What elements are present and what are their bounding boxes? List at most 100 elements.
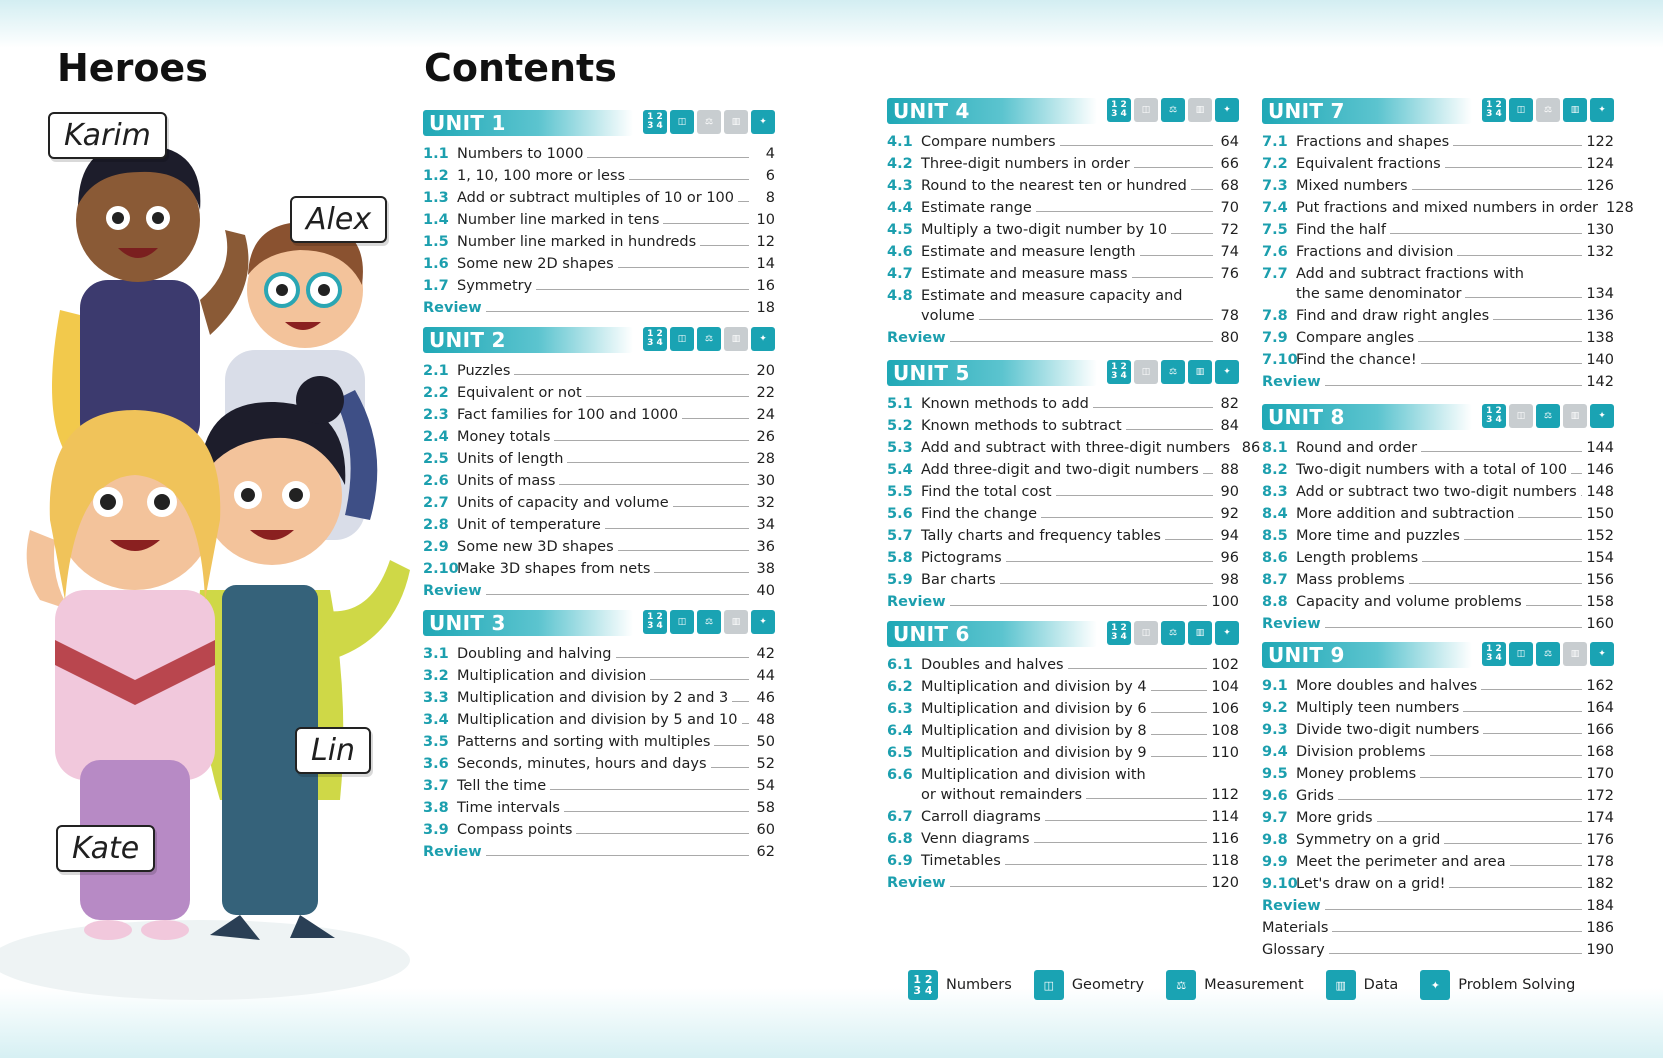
lesson-row[interactable]: 3.3 Multiplication and division by 2 and … [423,684,775,706]
lesson-row[interactable]: 1.5 Number line marked in hundreds 12 [423,228,775,250]
lesson-row[interactable]: 4.6 Estimate and measure length 74 [887,238,1239,260]
lesson-row[interactable]: 3.1 Doubling and halving 42 [423,640,775,662]
lesson-row[interactable]: 7.2 Equivalent fractions 124 [1262,150,1614,172]
lesson-row-continued[interactable]: the same denominator 134 [1262,282,1614,302]
lesson-row[interactable]: 9.8 Symmetry on a grid 176 [1262,826,1614,848]
lesson-row[interactable]: 9.5 Money problems 170 [1262,760,1614,782]
lesson-row[interactable]: 6.8 Venn diagrams 116 [887,825,1239,847]
lesson-row[interactable]: 7.10 Find the chance! 140 [1262,346,1614,368]
lesson-row[interactable]: 6.2 Multiplication and division by 4 104 [887,673,1239,695]
lesson-row[interactable]: 7.9 Compare angles 138 [1262,324,1614,346]
lesson-row[interactable]: 2.9 Some new 3D shapes 36 [423,533,775,555]
lesson-row[interactable]: 6.5 Multiplication and division by 9 110 [887,739,1239,761]
lesson-row[interactable]: 4.5 Multiply a two-digit number by 10 72 [887,216,1239,238]
review-row[interactable]: Review 160 [1262,610,1614,632]
lesson-row[interactable]: 6.4 Multiplication and division by 8 108 [887,717,1239,739]
review-row[interactable]: Review 142 [1262,368,1614,390]
lesson-row[interactable]: 5.4 Add three-digit and two-digit numbers… [887,456,1239,478]
lesson-row[interactable]: 8.5 More time and puzzles 152 [1262,522,1614,544]
lesson-row[interactable]: 8.6 Length problems 154 [1262,544,1614,566]
dot-leader [1525,605,1583,606]
lesson-row[interactable]: 7.5 Find the half 130 [1262,216,1614,238]
review-row[interactable]: Review 18 [423,294,775,316]
lesson-row[interactable]: 2.3 Fact families for 100 and 1000 24 [423,401,775,423]
lesson-row[interactable]: 9.4 Division problems 168 [1262,738,1614,760]
lesson-row[interactable]: 7.6 Fractions and division 132 [1262,238,1614,260]
lesson-title: Units of mass [457,473,556,489]
lesson-row[interactable]: 1.7 Symmetry 16 [423,272,775,294]
lesson-row[interactable]: 5.3 Add and subtract with three-digit num… [887,434,1260,456]
lesson-row[interactable]: 7.3 Mixed numbers 126 [1262,172,1614,194]
review-row[interactable]: Review 120 [887,869,1239,891]
lesson-row[interactable]: 6.1 Doubles and halves 102 [887,651,1239,673]
lesson-row[interactable]: 2.5 Units of length 28 [423,445,775,467]
lesson-row[interactable]: 1.2 1, 10, 100 more or less 6 [423,162,775,184]
lesson-row[interactable]: 4.8 Estimate and measure capacity and [887,282,1239,304]
lesson-row[interactable]: 8.8 Capacity and volume problems 158 [1262,588,1614,610]
lesson-row[interactable]: Materials 186 [1262,914,1614,936]
lesson-row[interactable]: 2.6 Units of mass 30 [423,467,775,489]
lesson-row[interactable]: 6.6 Multiplication and division with [887,761,1239,783]
lesson-number: 1.5 [423,234,449,250]
review-row[interactable]: Review 40 [423,577,775,599]
lesson-row[interactable]: 3.7 Tell the time 54 [423,772,775,794]
lesson-row[interactable]: 4.3 Round to the nearest ten or hundred 68 [887,172,1239,194]
lesson-row[interactable]: 7.7 Add and subtract fractions with [1262,260,1614,282]
lesson-row[interactable]: 3.4 Multiplication and division by 5 and … [423,706,775,728]
lesson-row[interactable]: 3.9 Compass points 60 [423,816,775,838]
review-row[interactable]: Review 62 [423,838,775,860]
lesson-row[interactable]: 1.4 Number line marked in tens 10 [423,206,775,228]
lesson-row[interactable]: 5.5 Find the total cost 90 [887,478,1239,500]
lesson-row-continued[interactable]: or without remainders 112 [887,783,1239,803]
lesson-row[interactable]: 8.7 Mass problems 156 [1262,566,1614,588]
lesson-row[interactable]: 9.2 Multiply teen numbers 164 [1262,694,1614,716]
lesson-row[interactable]: 6.9 Timetables 118 [887,847,1239,869]
lesson-row[interactable]: 5.7 Tally charts and frequency tables 94 [887,522,1239,544]
lesson-row[interactable]: 2.10 Make 3D shapes from nets 38 [423,555,775,577]
lesson-row[interactable]: 6.3 Multiplication and division by 6 106 [887,695,1239,717]
lesson-row[interactable]: 1.1 Numbers to 1000 4 [423,140,775,162]
lesson-row[interactable]: 9.6 Grids 172 [1262,782,1614,804]
lesson-row[interactable]: 4.2 Three-digit numbers in order 66 [887,150,1239,172]
lesson-row[interactable]: 5.9 Bar charts 98 [887,566,1239,588]
lesson-row[interactable]: 5.1 Known methods to add 82 [887,390,1239,412]
lesson-row[interactable]: 9.1 More doubles and halves 162 [1262,672,1614,694]
lesson-row[interactable]: 9.10 Let's draw on a grid! 182 [1262,870,1614,892]
lesson-row[interactable]: 2.7 Units of capacity and volume 32 [423,489,775,511]
lesson-row[interactable]: 8.4 More addition and subtraction 150 [1262,500,1614,522]
lesson-row[interactable]: 2.8 Unit of temperature 34 [423,511,775,533]
review-row[interactable]: Review 100 [887,588,1239,610]
lesson-row[interactable]: 3.5 Patterns and sorting with multiples 50 [423,728,775,750]
review-row[interactable]: Review 80 [887,324,1239,346]
lesson-row[interactable]: 3.6 Seconds, minutes, hours and days 52 [423,750,775,772]
lesson-row[interactable]: 2.1 Puzzles 20 [423,357,775,379]
lesson-row[interactable]: 9.7 More grids 174 [1262,804,1614,826]
lesson-row[interactable]: 8.1 Round and order 144 [1262,434,1614,456]
lesson-row[interactable]: 1.6 Some new 2D shapes 14 [423,250,775,272]
lesson-row[interactable]: 5.6 Find the change 92 [887,500,1239,522]
lesson-row[interactable]: 1.3 Add or subtract multiples of 10 or 10… [423,184,775,206]
lesson-row-continued[interactable]: volume 78 [887,304,1239,324]
review-row[interactable]: Review 184 [1262,892,1614,914]
lesson-number: 5.2 [887,418,913,434]
lesson-row[interactable]: 2.2 Equivalent or not 22 [423,379,775,401]
lesson-row[interactable]: 4.1 Compare numbers 64 [887,128,1239,150]
lesson-row[interactable]: 5.8 Pictograms 96 [887,544,1239,566]
lesson-row[interactable]: 4.7 Estimate and measure mass 76 [887,260,1239,282]
lesson-row[interactable]: 8.3 Add or subtract two two-digit numbers… [1262,478,1614,500]
lesson-row[interactable]: 7.1 Fractions and shapes 122 [1262,128,1614,150]
lesson-row[interactable]: 9.3 Divide two-digit numbers 166 [1262,716,1614,738]
lesson-row[interactable]: 4.4 Estimate range 70 [887,194,1239,216]
lesson-row[interactable]: 6.7 Carroll diagrams 114 [887,803,1239,825]
lesson-row[interactable]: 8.2 Two-digit numbers with a total of 100… [1262,456,1614,478]
lesson-title: Compare numbers [921,134,1056,150]
lesson-row[interactable]: 9.9 Meet the perimeter and area 178 [1262,848,1614,870]
lesson-row[interactable]: 5.2 Known methods to subtract 84 [887,412,1239,434]
lesson-row[interactable]: 7.4 Put fractions and mixed numbers in or… [1262,194,1634,216]
lesson-row[interactable]: Glossary 190 [1262,936,1614,958]
lesson-row[interactable]: 3.8 Time intervals 58 [423,794,775,816]
lesson-row[interactable]: 2.4 Money totals 26 [423,423,775,445]
dot-leader [1463,539,1583,540]
lesson-row[interactable]: 7.8 Find and draw right angles 136 [1262,302,1614,324]
lesson-row[interactable]: 3.2 Multiplication and division 44 [423,662,775,684]
